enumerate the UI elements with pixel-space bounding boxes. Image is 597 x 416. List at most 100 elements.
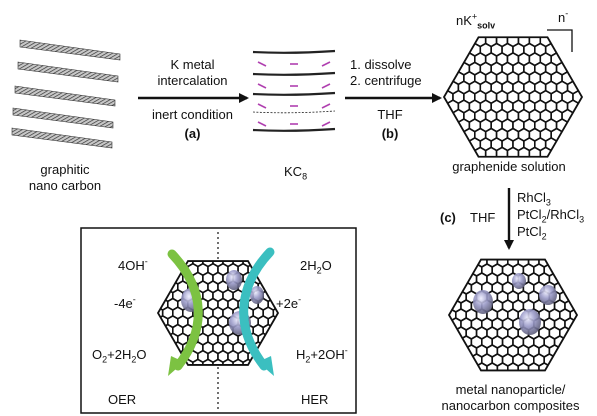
honeycomb-cell bbox=[435, 237, 445, 249]
her-curve-arrow bbox=[239, 247, 275, 371]
honeycomb-cell bbox=[502, 176, 513, 189]
honeycomb-cell bbox=[212, 358, 224, 365]
honeycomb-cell bbox=[444, 51, 454, 67]
step-a-label-1: K metal bbox=[170, 57, 215, 72]
potassium-dash bbox=[321, 83, 331, 89]
honeycomb-cell bbox=[544, 37, 558, 39]
honeycomb-cell bbox=[471, 246, 481, 258]
honeycomb-cell bbox=[440, 246, 450, 258]
honeycomb-cell bbox=[426, 6, 437, 19]
honeycomb-cell bbox=[581, 363, 591, 375]
honeycomb-cell bbox=[575, 246, 585, 258]
carbon-layer bbox=[252, 71, 336, 76]
honeycomb-cell bbox=[426, 62, 437, 75]
honeycomb-cell bbox=[589, 81, 597, 94]
honeycomb-cell bbox=[581, 327, 591, 339]
honeycomb-cell bbox=[451, 228, 461, 240]
metal-nanoparticle bbox=[226, 270, 242, 290]
step-c-solvent: THF bbox=[470, 210, 496, 225]
honeycomb-cell bbox=[553, 263, 566, 277]
honeycomb-cell bbox=[435, 255, 445, 267]
honeycomb-cell bbox=[449, 353, 452, 367]
honeycomb-cell bbox=[584, 110, 595, 123]
honeycomb-cell bbox=[574, 299, 577, 313]
honeycomb-cell bbox=[558, 259, 572, 268]
honeycomb-cell bbox=[425, 273, 435, 285]
honeycomb-cell bbox=[449, 272, 457, 286]
honeycomb-cell bbox=[539, 146, 553, 157]
honeycomb-cell bbox=[519, 15, 530, 28]
honeycomb-cell bbox=[566, 136, 580, 152]
graphitic-nanocarbon-sheets bbox=[11, 39, 121, 149]
honeycomb-cell bbox=[496, 362, 509, 371]
honeycomb-cell bbox=[435, 273, 445, 285]
honeycomb-cell bbox=[581, 291, 591, 303]
honeycomb-cell bbox=[584, 72, 595, 85]
honeycomb-cell bbox=[569, 259, 577, 268]
honeycomb-cell bbox=[449, 290, 457, 304]
honeycomb-cell bbox=[591, 345, 597, 357]
honeycomb-cell bbox=[584, 91, 595, 104]
honeycomb-cell bbox=[446, 136, 460, 152]
potassium-dash bbox=[321, 61, 331, 67]
graphite-sheet bbox=[11, 127, 113, 149]
metal-nanoparticle bbox=[250, 286, 264, 304]
carbon-layer bbox=[252, 127, 336, 132]
oh-label: 4OH- bbox=[118, 256, 148, 273]
honeycomb-cell bbox=[425, 345, 435, 357]
carbon-layer bbox=[252, 49, 336, 54]
honeycomb-cell bbox=[425, 363, 435, 375]
honeycomb-cell bbox=[440, 228, 450, 240]
honeycomb-cell bbox=[460, 353, 473, 367]
honeycomb-cell bbox=[431, 53, 442, 66]
her-label: HER bbox=[301, 392, 329, 407]
step-a-tag: (a) bbox=[184, 126, 201, 141]
honeycomb-cell bbox=[437, 6, 448, 19]
honeycomb-cell bbox=[577, 99, 582, 114]
honeycomb-cell bbox=[586, 228, 596, 240]
honeycomb-cell bbox=[586, 282, 596, 294]
honeycomb-cell bbox=[426, 81, 437, 94]
honeycomb-cell bbox=[586, 336, 596, 348]
honeycomb-cell bbox=[444, 37, 449, 39]
plus-2e-label: +2e- bbox=[276, 294, 302, 311]
honeycomb-cell bbox=[579, 6, 590, 19]
honeycomb-cell bbox=[517, 362, 530, 371]
honeycomb-cell bbox=[577, 80, 582, 95]
honeycomb-cell bbox=[572, 127, 582, 143]
honeycomb-cell bbox=[492, 246, 502, 258]
graphite-sheet bbox=[12, 107, 114, 129]
honeycomb-cell bbox=[586, 354, 596, 366]
honeycomb-cell bbox=[584, 53, 595, 66]
honeycomb-cell bbox=[558, 362, 572, 371]
reagent-2: PtCl2/RhCl3 bbox=[517, 207, 585, 225]
honeycomb-cell bbox=[555, 228, 565, 240]
potassium-dash bbox=[321, 121, 331, 127]
honeycomb-cell bbox=[524, 6, 535, 19]
honeycomb-cell bbox=[454, 344, 468, 358]
honeycomb-cell bbox=[584, 166, 595, 179]
step-a-label-2: intercalation bbox=[157, 73, 228, 88]
honeycomb-cell bbox=[584, 15, 595, 28]
honeycomb-cell bbox=[569, 326, 577, 340]
honeycomb-cell bbox=[501, 37, 514, 39]
honeycomb-cell bbox=[528, 146, 542, 157]
honeycomb-cell bbox=[449, 326, 457, 340]
graphite-sheet bbox=[14, 85, 116, 107]
honeycomb-cell bbox=[589, 138, 597, 151]
honeycomb-cell bbox=[572, 37, 582, 48]
honeycomb-cell bbox=[577, 61, 582, 76]
honeycomb-cell bbox=[431, 15, 442, 28]
honeycomb-cell bbox=[460, 263, 473, 277]
honeycomb-cell bbox=[589, 44, 597, 57]
carbon-layer bbox=[252, 91, 336, 96]
potassium-dash bbox=[257, 83, 267, 89]
honeycomb-cell bbox=[513, 176, 524, 189]
honeycomb-cell bbox=[444, 136, 449, 152]
honeycomb-cell bbox=[430, 282, 440, 294]
honeycomb-cell bbox=[586, 300, 596, 312]
honeycomb-cell bbox=[574, 353, 577, 367]
honeycomb-cell bbox=[484, 146, 498, 157]
honeycomb-cell bbox=[420, 166, 431, 179]
honeycomb-cell bbox=[449, 299, 452, 313]
